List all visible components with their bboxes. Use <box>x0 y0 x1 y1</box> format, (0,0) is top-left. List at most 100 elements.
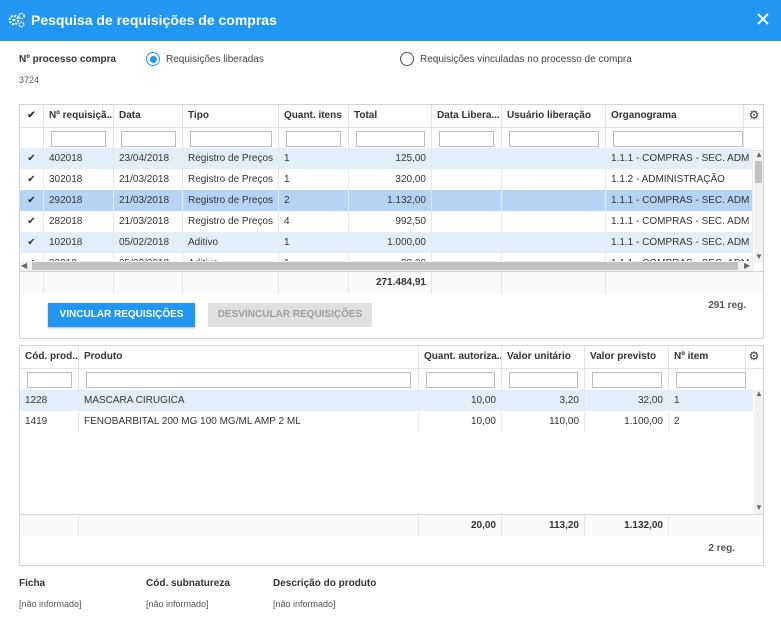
filter-organograma-input[interactable] <box>613 131 743 147</box>
gear-icon[interactable]: ⚙ <box>748 108 760 122</box>
filter-codigo-input[interactable] <box>27 372 72 388</box>
cell-organograma: 1.1.1 - COMPRAS - SEC. ADM <box>606 253 753 261</box>
cell-numero: 402018 <box>44 148 114 169</box>
column-header-numero[interactable]: Nº requisiçã... <box>44 105 114 128</box>
cell-total: 1.000,00 <box>349 232 432 253</box>
check-icon[interactable]: ✔ <box>20 148 44 169</box>
column-header-valor-unitario[interactable]: Valor unitário <box>502 346 585 369</box>
cell-quant: 10,00 <box>419 411 502 432</box>
gear-icon[interactable]: ⚙ <box>748 349 760 363</box>
vincular-button[interactable]: VINCULAR REQUISIÇÕES <box>48 303 195 327</box>
cell-numero: 92018 <box>44 253 114 261</box>
cell-item: 2 <box>674 416 680 427</box>
column-header-data-liberacao[interactable]: Data Libera... <box>432 105 502 128</box>
desvincular-button[interactable]: DESVINCULAR REQUISIÇÕES <box>208 303 372 327</box>
cell-organograma: 1.1.1 - COMPRAS - SEC. ADM <box>606 148 753 169</box>
filter-numero-input[interactable] <box>51 131 106 147</box>
subnatureza-label: Cód. subnatureza <box>146 578 230 589</box>
filter-usuario-input[interactable] <box>509 131 599 147</box>
requisicoes-grid: ✔ Nº requisiçã... Data Tipo Quant. itens… <box>19 104 764 294</box>
horizontal-scrollbar[interactable]: ◀ ▶ <box>20 261 754 271</box>
vertical-scrollbar[interactable]: ▲ ▼ <box>754 150 763 263</box>
filter-item-input[interactable] <box>676 372 746 388</box>
cell-data: 21/03/2018 <box>114 190 183 211</box>
cell-data: 23/04/2018 <box>114 148 183 169</box>
cell-total: 992,50 <box>349 211 432 232</box>
filter-tipo-input[interactable] <box>190 131 272 147</box>
column-header-quant[interactable]: Quant. itens <box>279 105 349 128</box>
column-header-organograma[interactable]: Organograma <box>606 105 744 128</box>
column-header-tipo[interactable]: Tipo <box>183 105 279 128</box>
total-sum: 271.484,91 <box>349 272 432 294</box>
radio-requisicoes-vinculadas[interactable]: Requisições vinculadas no processo de co… <box>400 52 632 66</box>
filter-valor-previsto-input[interactable] <box>592 372 662 388</box>
vertical-scrollbar[interactable]: ▲ ▼ <box>754 389 763 514</box>
table-row[interactable]: ✔ 282018 21/03/2018 Registro de Preços 4… <box>20 211 753 232</box>
cell-usuario <box>502 211 606 232</box>
cell-quant: 4 <box>279 211 349 232</box>
column-header-codigo[interactable]: Cód. prod... <box>20 346 79 369</box>
cell-numero: 302018 <box>44 169 114 190</box>
column-header-usuario[interactable]: Usuário liberação <box>502 105 606 128</box>
table-row[interactable]: ✔ 102018 05/02/2018 Aditivo 1 1.000,00 1… <box>20 232 753 253</box>
column-header-total[interactable]: Total <box>349 105 432 128</box>
check-icon[interactable]: ✔ <box>20 253 44 261</box>
processo-value: 3724 <box>19 75 40 85</box>
descricao-value: [não informado] <box>273 599 336 609</box>
column-header-quant[interactable]: Quant. autoriza... <box>419 346 502 369</box>
processo-label: Nº processo compra <box>19 54 117 65</box>
cell-valor-previsto: 32,00 <box>585 390 669 411</box>
select-all-checkbox[interactable]: ✔ <box>20 105 44 128</box>
cell-tipo: Registro de Preços <box>183 211 279 232</box>
subnatureza-value: [não informado] <box>146 599 209 609</box>
itens-grid: Cód. prod... Produto Quant. autoriza... … <box>19 345 764 537</box>
cell-quant: 1 <box>279 148 349 169</box>
filter-valor-unitario-input[interactable] <box>509 372 578 388</box>
scroll-thumb[interactable] <box>755 161 762 183</box>
filter-total-input[interactable] <box>356 131 425 147</box>
filter-data-input[interactable] <box>121 131 176 147</box>
column-header-item[interactable]: Nº item <box>669 346 746 369</box>
check-icon[interactable]: ✔ <box>20 211 44 232</box>
cell-codigo: 1228 <box>20 390 79 411</box>
cell-tipo: Aditivo <box>183 253 279 261</box>
record-count: 291 reg. <box>708 300 746 311</box>
close-icon[interactable] <box>755 11 771 27</box>
table-row-selected[interactable]: ✔ 292018 21/03/2018 Registro de Preços 2… <box>20 190 753 211</box>
table-row[interactable]: ✔ 92018 05/02/2018 Aditivo 1 38,00 1.1.1… <box>20 253 753 261</box>
grid-filter-row <box>20 369 763 392</box>
cell-valor-unitario: 3,20 <box>502 390 585 411</box>
radio-requisicoes-liberadas[interactable]: Requisições liberadas <box>146 52 264 66</box>
cell-codigo: 1419 <box>20 411 79 432</box>
cell-usuario <box>502 190 606 211</box>
cell-data: 05/02/2018 <box>114 253 183 261</box>
check-icon[interactable]: ✔ <box>20 190 44 211</box>
column-header-valor-previsto[interactable]: Valor previsto <box>585 346 669 369</box>
filter-data-liberacao-input[interactable] <box>439 131 494 147</box>
column-header-data[interactable]: Data <box>114 105 183 128</box>
filter-quant-input[interactable] <box>286 131 341 147</box>
cell-organograma: 1.1.1 - COMPRAS - SEC. ADM <box>606 211 753 232</box>
filter-quant-input[interactable] <box>426 372 495 388</box>
total-valor-previsto: 1.132,00 <box>585 515 669 537</box>
check-icon[interactable]: ✔ <box>20 169 44 190</box>
cell-data-liberacao <box>432 169 502 190</box>
table-row[interactable]: ✔ 302018 21/03/2018 Registro de Preços 1… <box>20 169 753 190</box>
scroll-thumb[interactable] <box>32 262 738 270</box>
cell-total: 38,00 <box>349 253 432 261</box>
table-row[interactable]: 1419 FENOBARBITAL 200 MG 100 MG/ML AMP 2… <box>20 411 753 432</box>
check-icon[interactable]: ✔ <box>20 232 44 253</box>
cell-tipo: Registro de Preços <box>183 169 279 190</box>
column-header-produto[interactable]: Produto <box>79 346 419 369</box>
table-row[interactable]: ✔ 402018 23/04/2018 Registro de Preços 1… <box>20 148 753 169</box>
cell-quant: 1 <box>279 169 349 190</box>
radio-label: Requisições liberadas <box>166 53 264 65</box>
cell-data-liberacao <box>432 211 502 232</box>
table-row[interactable]: 1228 MASCARA CIRUGICA 10,00 3,20 32,00 1 <box>20 390 753 411</box>
cell-tipo: Aditivo <box>183 232 279 253</box>
dialog-titlebar: Pesquisa de requisições de compras <box>0 0 781 41</box>
filter-produto-input[interactable] <box>86 372 411 388</box>
radio-unselected-indicator <box>400 52 414 66</box>
cell-usuario <box>502 148 606 169</box>
cell-quant: 10,00 <box>419 390 502 411</box>
